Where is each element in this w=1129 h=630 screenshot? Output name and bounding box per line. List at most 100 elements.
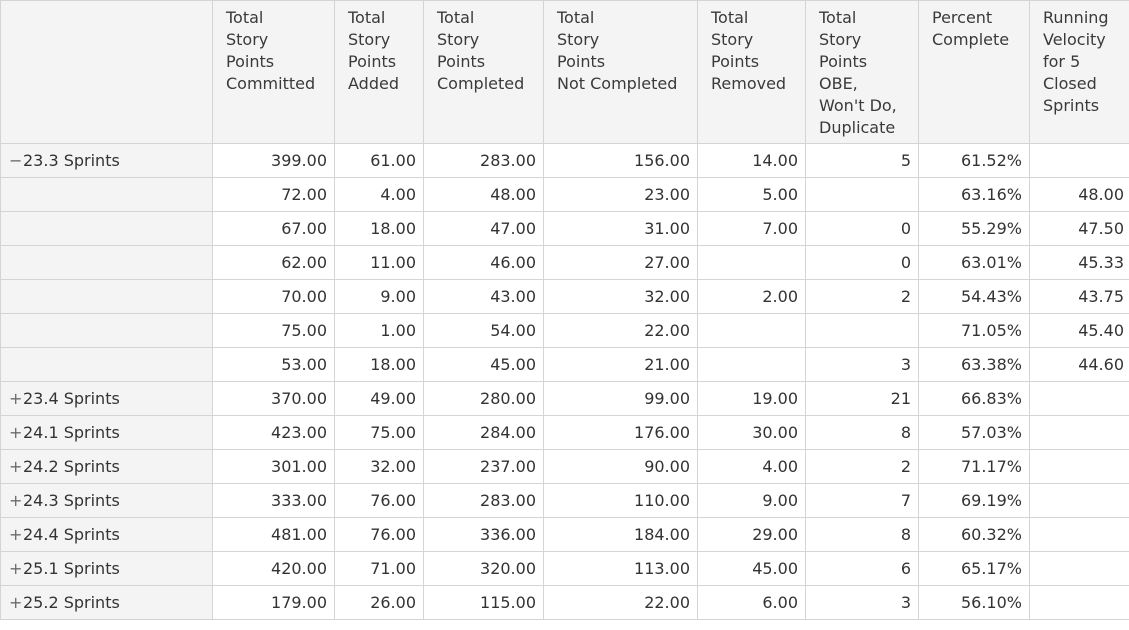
cell-removed: 19.00 <box>697 381 806 416</box>
cell-added: 75.00 <box>334 415 424 450</box>
cell-obe: 21 <box>805 381 919 416</box>
cell-velocity: 45.40 <box>1029 313 1129 348</box>
column-header-line: Story <box>437 30 480 49</box>
cell-obe <box>805 313 919 348</box>
cell-percent: 66.83% <box>918 381 1030 416</box>
cell-committed: 70.00 <box>212 279 335 314</box>
cell-added: 26.00 <box>334 585 424 620</box>
row-label[interactable]: +24.4 Sprints <box>0 517 213 552</box>
cell-removed: 30.00 <box>697 415 806 450</box>
expand-icon[interactable]: + <box>9 423 23 442</box>
sprint-row: 72.00 4.00 48.00 23.00 5.00 63.16% 48.00 <box>0 177 1129 212</box>
column-header-line: Points <box>711 52 760 71</box>
column-header-line: Sprints <box>1043 96 1100 115</box>
column-header-line: Total <box>819 8 857 27</box>
cell-obe <box>805 177 919 212</box>
column-header-line: Story <box>226 30 269 49</box>
row-label[interactable]: +25.1 Sprints <box>0 551 213 586</box>
cell-percent: 63.01% <box>918 245 1030 280</box>
cell-obe: 6 <box>805 551 919 586</box>
row-label-text: 23.4 Sprints <box>23 389 120 408</box>
cell-percent: 71.17% <box>918 449 1030 484</box>
cell-percent: 65.17% <box>918 551 1030 586</box>
expand-icon[interactable]: + <box>9 525 23 544</box>
cell-obe: 0 <box>805 211 919 246</box>
column-header-removed[interactable]: Total Story Points Removed <box>697 0 806 144</box>
cell-percent: 63.38% <box>918 347 1030 382</box>
row-label[interactable]: +23.4 Sprints <box>0 381 213 416</box>
cell-completed: 47.00 <box>423 211 544 246</box>
cell-velocity <box>1029 517 1129 552</box>
expand-icon[interactable]: + <box>9 559 23 578</box>
cell-percent: 61.52% <box>918 143 1030 178</box>
cell-committed: 72.00 <box>212 177 335 212</box>
table-header: Total Story Points Committed Total Story Point… <box>0 0 1129 144</box>
column-header-line: Points <box>226 52 275 71</box>
group-row: +25.2 Sprints 179.00 26.00 115.00 22.00 6.00 3… <box>0 585 1129 620</box>
row-label[interactable]: −23.3 Sprints <box>0 143 213 178</box>
column-header-committed[interactable]: Total Story Points Committed <box>212 0 335 144</box>
column-header-completed[interactable]: Total Story Points Completed <box>423 0 544 144</box>
column-header-not-completed[interactable]: Total Story Points Not Completed <box>543 0 698 144</box>
cell-percent: 63.16% <box>918 177 1030 212</box>
column-header-line: Points <box>437 52 486 71</box>
column-header-line: Story <box>348 30 391 49</box>
cell-completed: 45.00 <box>423 347 544 382</box>
cell-completed: 48.00 <box>423 177 544 212</box>
cell-committed: 333.00 <box>212 483 335 518</box>
cell-removed: 29.00 <box>697 517 806 552</box>
sprint-row: 70.00 9.00 43.00 32.00 2.00 2 54.43% 43.75 <box>0 279 1129 314</box>
cell-completed: 46.00 <box>423 245 544 280</box>
row-label <box>0 245 213 280</box>
cell-committed: 420.00 <box>212 551 335 586</box>
cell-percent: 57.03% <box>918 415 1030 450</box>
cell-added: 49.00 <box>334 381 424 416</box>
cell-completed: 284.00 <box>423 415 544 450</box>
cell-removed: 7.00 <box>697 211 806 246</box>
cell-added: 18.00 <box>334 347 424 382</box>
expand-icon[interactable]: + <box>9 593 23 612</box>
group-row: +23.4 Sprints 370.00 49.00 280.00 99.00 19.00… <box>0 381 1129 416</box>
row-label <box>0 211 213 246</box>
column-header-line: Not Completed <box>557 74 678 93</box>
cell-added: 32.00 <box>334 449 424 484</box>
expand-icon[interactable]: + <box>9 457 23 476</box>
cell-not-completed: 113.00 <box>543 551 698 586</box>
cell-obe: 0 <box>805 245 919 280</box>
cell-removed <box>697 347 806 382</box>
cell-removed: 5.00 <box>697 177 806 212</box>
column-header-line: Total <box>711 8 749 27</box>
cell-not-completed: 184.00 <box>543 517 698 552</box>
collapse-icon[interactable]: − <box>9 151 23 170</box>
row-label <box>0 347 213 382</box>
column-header-added[interactable]: Total Story Points Added <box>334 0 424 144</box>
row-label-text: 25.2 Sprints <box>23 593 120 612</box>
cell-completed: 237.00 <box>423 449 544 484</box>
row-label[interactable]: +25.2 Sprints <box>0 585 213 620</box>
cell-velocity <box>1029 449 1129 484</box>
expand-icon[interactable]: + <box>9 389 23 408</box>
cell-not-completed: 110.00 <box>543 483 698 518</box>
cell-added: 76.00 <box>334 483 424 518</box>
cell-velocity: 43.75 <box>1029 279 1129 314</box>
row-label[interactable]: +24.2 Sprints <box>0 449 213 484</box>
group-row: −23.3 Sprints 399.00 61.00 283.00 156.00 14.0… <box>0 143 1129 178</box>
cell-velocity <box>1029 381 1129 416</box>
column-header-line: Completed <box>437 74 525 93</box>
cell-added: 61.00 <box>334 143 424 178</box>
cell-committed: 75.00 <box>212 313 335 348</box>
cell-removed: 9.00 <box>697 483 806 518</box>
column-header-obe[interactable]: Total Story Points OBE, Won't Do, Duplicate <box>805 0 919 144</box>
group-row: +24.4 Sprints 481.00 76.00 336.00 184.00 29.0… <box>0 517 1129 552</box>
group-row: +24.2 Sprints 301.00 32.00 237.00 90.00 4.00 2… <box>0 449 1129 484</box>
row-label[interactable]: +24.1 Sprints <box>0 415 213 450</box>
row-label[interactable]: +24.3 Sprints <box>0 483 213 518</box>
column-header-velocity[interactable]: Running Velocity for 5 Closed Sprints <box>1029 0 1129 144</box>
column-header-line: Percent <box>932 8 993 27</box>
column-header-line: Total <box>348 8 386 27</box>
row-label <box>0 313 213 348</box>
column-header-percent[interactable]: Percent Complete <box>918 0 1030 144</box>
cell-velocity <box>1029 551 1129 586</box>
cell-not-completed: 22.00 <box>543 313 698 348</box>
expand-icon[interactable]: + <box>9 491 23 510</box>
